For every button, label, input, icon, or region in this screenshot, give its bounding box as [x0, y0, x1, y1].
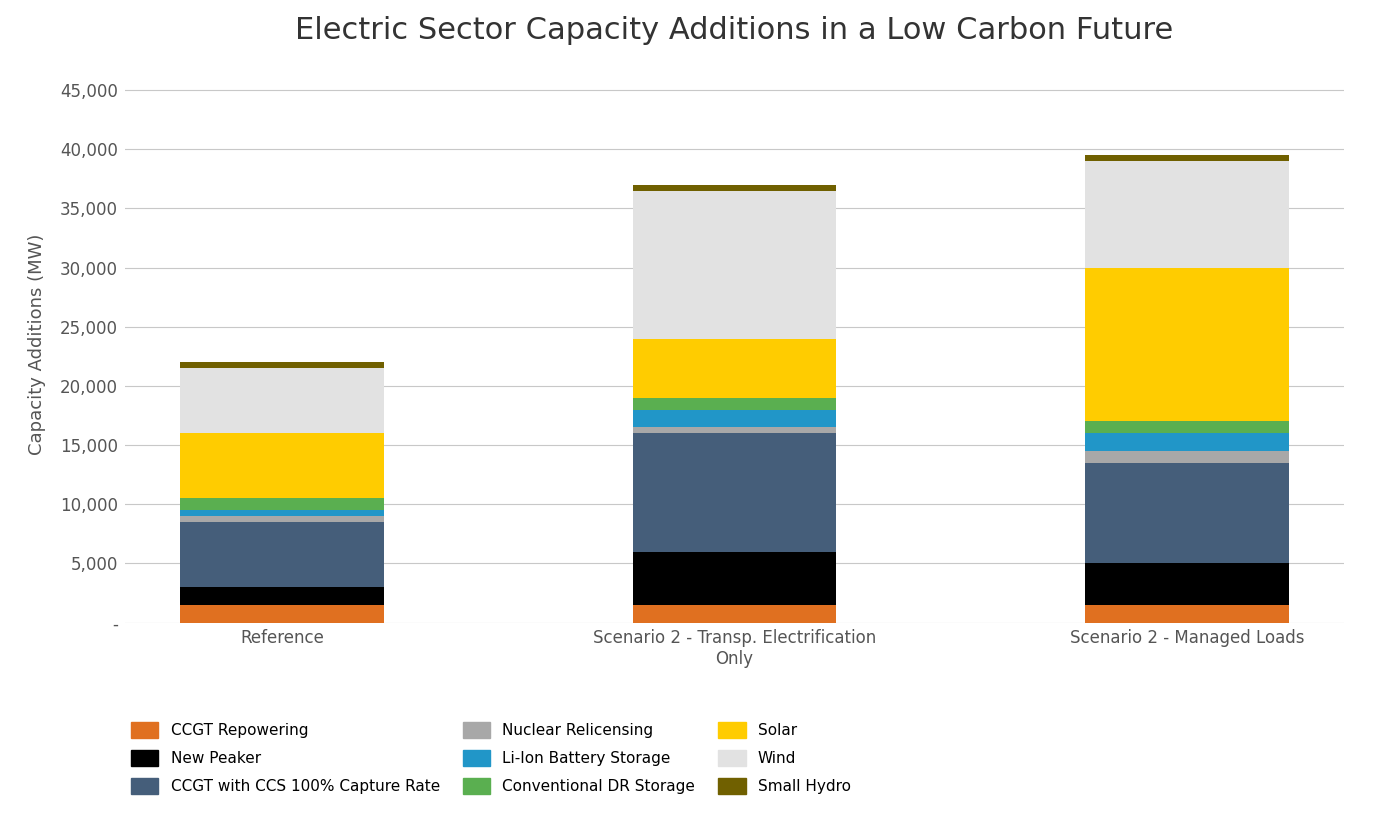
Bar	[1085, 433, 1289, 451]
Bar	[1085, 161, 1289, 267]
Bar	[633, 605, 836, 622]
Bar	[1085, 463, 1289, 564]
Bar	[180, 433, 384, 498]
Bar	[633, 551, 836, 605]
Bar	[180, 516, 384, 522]
Bar	[1085, 451, 1289, 463]
Bar	[633, 427, 836, 433]
Bar	[180, 510, 384, 516]
Bar	[180, 587, 384, 605]
Bar	[1085, 422, 1289, 433]
Bar	[1085, 155, 1289, 161]
Bar	[633, 185, 836, 191]
Legend: CCGT Repowering, New Peaker, CCGT with CCS 100% Capture Rate, Nuclear Relicensin: CCGT Repowering, New Peaker, CCGT with C…	[125, 715, 857, 800]
Bar	[1085, 267, 1289, 422]
Bar	[180, 522, 384, 587]
Bar	[633, 433, 836, 551]
Bar	[180, 362, 384, 369]
Bar	[633, 339, 836, 398]
Bar	[180, 369, 384, 433]
Bar	[1085, 564, 1289, 605]
Bar	[633, 409, 836, 427]
Bar	[180, 498, 384, 510]
Bar	[633, 398, 836, 409]
Bar	[180, 605, 384, 622]
Title: Electric Sector Capacity Additions in a Low Carbon Future: Electric Sector Capacity Additions in a …	[295, 16, 1174, 45]
Y-axis label: Capacity Additions (MW): Capacity Additions (MW)	[28, 234, 46, 455]
Bar	[633, 191, 836, 339]
Bar	[1085, 605, 1289, 622]
